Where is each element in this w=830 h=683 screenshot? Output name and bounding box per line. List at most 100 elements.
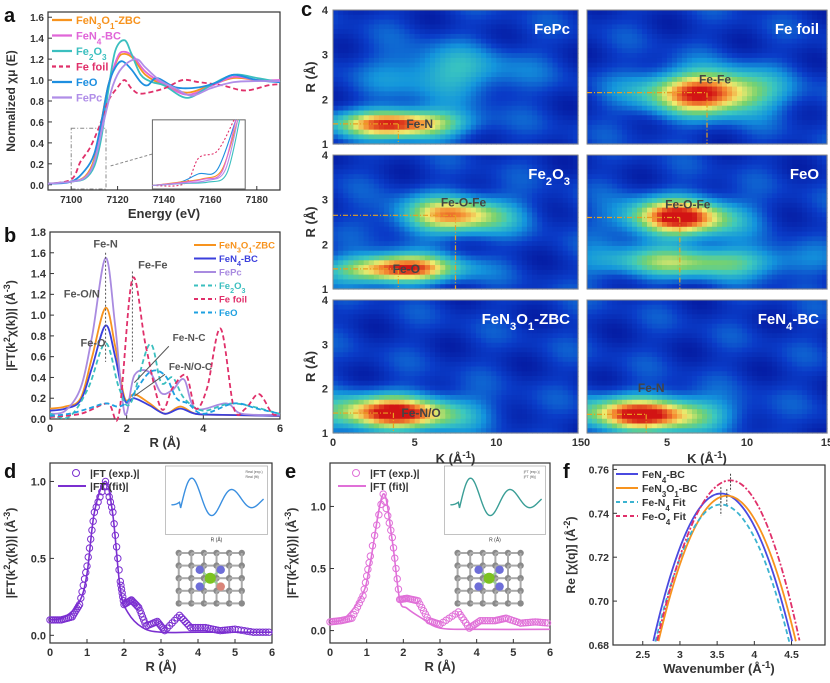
heatmap-cell [692,232,698,237]
heatmap-cell [672,160,678,165]
heatmap-cell [612,106,618,111]
heatmap-cell [712,39,718,44]
heatmap-cell [612,232,618,237]
heatmap-cell [697,44,703,49]
heatmap-cell [657,241,663,246]
heatmap-cell [471,232,477,237]
heatmap-cell [662,169,668,174]
heatmap-cell [343,48,349,53]
heatmap-cell [777,48,783,53]
heatmap-cell [517,179,523,184]
heatmap-cell [435,10,441,15]
heatmap-cell [415,29,421,34]
heatmap-cell [389,111,395,116]
heatmap-cell [481,130,487,135]
heatmap-cell [552,130,558,135]
heatmap-cell [517,265,523,270]
heatmap-cell [607,189,613,194]
heatmap-cell [435,174,441,179]
heatmap-cell [486,155,492,160]
heatmap-cell [369,53,375,58]
heatmap-cell [787,48,793,53]
heatmap-cell [747,39,753,44]
heatmap-cell [632,34,638,39]
heatmap-cell [737,125,743,130]
heatmap-cell [547,203,553,208]
heatmap-cell [532,208,538,213]
heatmap-cell [532,130,538,135]
heatmap-cell [652,15,658,20]
heatmap-cell [353,236,359,241]
heatmap-cell [732,58,738,63]
heatmap-cell [547,241,553,246]
heatmap-cell [717,96,723,101]
heatmap-cell [430,260,436,265]
heatmap-cell [435,82,441,87]
heatmap-cell [425,53,431,58]
heatmap-cell [622,165,628,170]
heatmap-cell [722,203,728,208]
heatmap-cell [537,236,543,241]
heatmap-cell [587,236,593,241]
heatmap-cell [481,275,487,280]
heatmap-cell [782,106,788,111]
heatmap-cell [456,15,462,20]
heatmap-cell [757,48,763,53]
heatmap-cell [404,67,410,72]
heatmap-cell [697,115,703,120]
heatmap-cell [717,217,723,222]
heatmap-cell [812,101,818,106]
heatmap-cell [622,193,628,198]
y-tick-label: 0.2 [30,160,44,171]
heatmap-cell [496,217,502,222]
heatmap-cell [496,179,502,184]
heatmap-cell [481,111,487,116]
heatmap-cell [672,24,678,29]
heatmap-cell [348,193,354,198]
heatmap-cell [622,174,628,179]
heatmap-cell [527,48,533,53]
heatmap-cell [637,44,643,49]
heatmap-cell [491,125,497,130]
heatmap-cell [338,101,344,106]
heatmap-cell [563,58,569,63]
heatmap-cell [682,101,688,106]
heatmap-cell [597,189,603,194]
heatmap-cell [642,24,648,29]
heatmap-cell [517,193,523,198]
heatmap-cell [647,203,653,208]
heatmap-cell [420,169,426,174]
heatmap-cell [627,241,633,246]
heatmap-cell [537,232,543,237]
heatmap-cell [632,251,638,256]
heatmap-cell [642,279,648,284]
heatmap-cell [379,111,385,116]
heatmap-cell [592,251,598,256]
heatmap-cell [563,275,569,280]
heatmap-cell [425,232,431,237]
heatmap-cell [772,15,778,20]
heatmap-cell [491,236,497,241]
heatmap-cell [652,130,658,135]
heatmap-cell [440,232,446,237]
heatmap-cell [399,67,405,72]
heatmap-cell [384,265,390,270]
heatmap-cell [587,115,593,120]
heatmap-cell [592,134,598,139]
heatmap-cell [727,184,733,189]
heatmap-cell [338,96,344,101]
heatmap-cell [440,29,446,34]
heatmap-cell [517,106,523,111]
heatmap-cell [404,44,410,49]
heatmap-cell [642,53,648,58]
heatmap-cell [602,15,608,20]
heatmap-cell [512,58,518,63]
heatmap-cell [522,222,528,227]
heatmap-cell [627,77,633,82]
heatmap-cell [587,241,593,246]
heatmap-cell [627,165,633,170]
heatmap-cell [359,34,365,39]
heatmap-cell [627,251,633,256]
heatmap-cell [343,24,349,29]
heatmap-cell [627,106,633,111]
